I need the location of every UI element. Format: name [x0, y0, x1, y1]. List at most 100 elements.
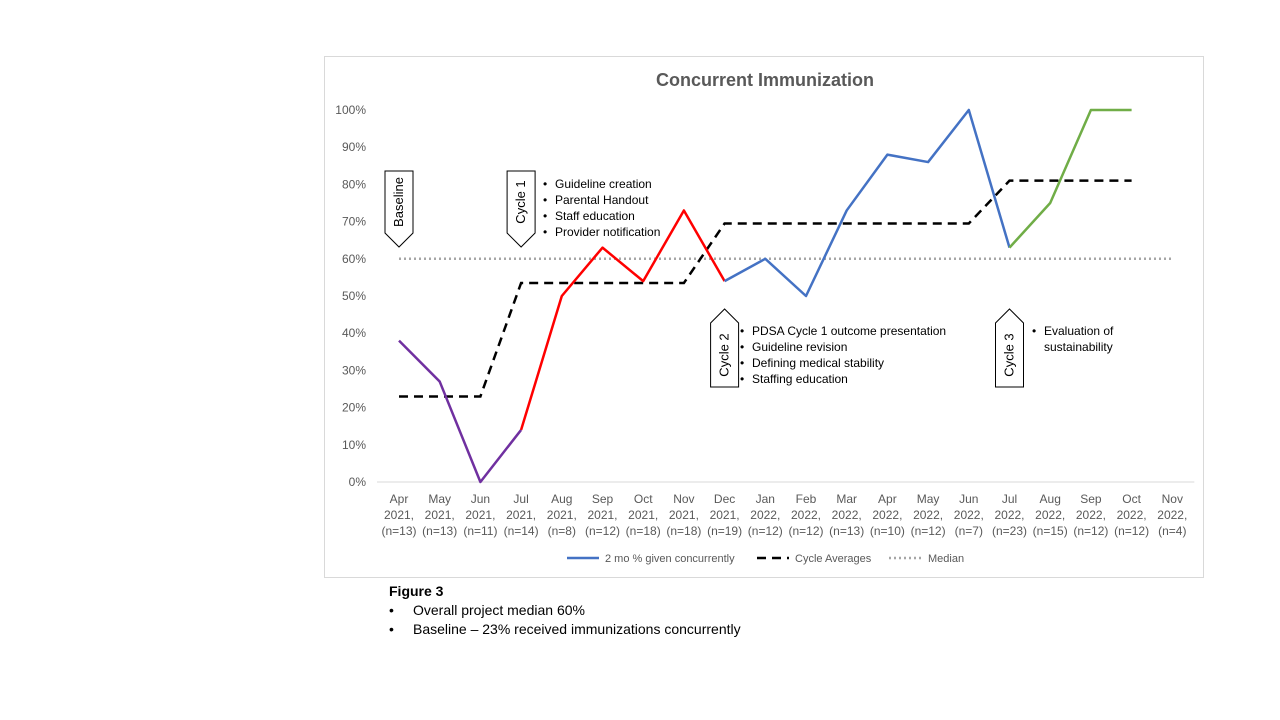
- x-tick-label: (n=18): [626, 524, 661, 538]
- x-tick-label: 2022,: [791, 508, 821, 522]
- x-tick-label: Apr: [878, 492, 897, 506]
- x-tick-label: (n=12): [788, 524, 823, 538]
- y-tick-label: 90%: [342, 140, 366, 154]
- y-tick-label: 30%: [342, 363, 366, 377]
- x-tick-label: Nov: [673, 492, 694, 506]
- note-text: Evaluation of: [1044, 324, 1114, 338]
- x-tick-label: Nov: [1162, 492, 1183, 506]
- x-tick-label: May: [428, 492, 451, 506]
- note-bullet: •: [740, 324, 744, 338]
- note-text: Parental Handout: [555, 193, 649, 207]
- y-tick-label: 100%: [335, 103, 366, 117]
- percent-given-line-segment: [398, 339, 523, 484]
- caption-line: • Baseline – 23% received immunizations …: [389, 621, 741, 637]
- x-tick-label: 2021,: [384, 508, 414, 522]
- cycle-averages-line: [399, 179, 1132, 398]
- x-tick-label: Jul: [513, 492, 528, 506]
- x-tick-label: (n=19): [707, 524, 742, 538]
- legend-item: Cycle Averages: [757, 553, 872, 565]
- legend-item: 2 mo % given concurrently: [567, 553, 735, 565]
- x-tick-label: (n=18): [666, 524, 701, 538]
- x-tick-label: Apr: [390, 492, 409, 506]
- note-bullet: •: [543, 209, 547, 223]
- x-tick-label: (n=12): [1114, 524, 1149, 538]
- x-tick-label: 2022,: [750, 508, 780, 522]
- cycle-2-notes: • PDSA Cycle 1 outcome presentation • Guide…: [740, 324, 946, 386]
- figure-caption: Figure 3 • Overall project median 60% • …: [389, 583, 741, 640]
- phase-marker-shape: [995, 308, 1024, 388]
- x-tick-label: (n=13): [829, 524, 864, 538]
- phase-marker-shape: [506, 170, 536, 248]
- x-tick-label: 2021,: [710, 508, 740, 522]
- x-tick-label: 2022,: [913, 508, 943, 522]
- x-tick-label: (n=13): [381, 524, 416, 538]
- cycle-1-notes: • Guideline creation • Parental Handout • Sta…: [543, 177, 660, 239]
- percent-given-line-segment: [519, 209, 726, 431]
- x-tick-label: Mar: [836, 492, 857, 506]
- y-tick-label: 0%: [349, 475, 367, 489]
- x-tick-label: 2022,: [994, 508, 1024, 522]
- x-tick-label: 2021,: [587, 508, 617, 522]
- y-tick-label: 70%: [342, 215, 366, 229]
- x-tick-label: (n=8): [548, 524, 576, 538]
- note-text: PDSA Cycle 1 outcome presentation: [752, 324, 946, 338]
- x-tick-label: (n=12): [585, 524, 620, 538]
- caption-title: Figure 3: [389, 583, 444, 599]
- percent-given-line-segment: [723, 108, 1011, 298]
- x-tick-label: Feb: [796, 492, 817, 506]
- caption-text: Overall project median 60%: [413, 602, 585, 618]
- note-bullet: •: [740, 372, 744, 386]
- y-tick-label: 80%: [342, 177, 366, 191]
- phase-marker-label: Baseline: [391, 177, 406, 227]
- x-tick-label: (n=12): [1073, 524, 1108, 538]
- x-tick-label: Jan: [756, 492, 775, 506]
- x-tick-label: 2021,: [547, 508, 577, 522]
- phase-marker: Baseline: [384, 170, 414, 248]
- note-text: Defining medical stability: [752, 356, 884, 370]
- phase-marker-label: Cycle 1: [513, 180, 528, 223]
- note-text: Staff education: [555, 209, 635, 223]
- legend-label: Cycle Averages: [795, 553, 872, 565]
- x-tick-label: (n=12): [748, 524, 783, 538]
- note-text: Guideline creation: [555, 177, 652, 191]
- note-bullet: •: [740, 356, 744, 370]
- note-text: Staffing education: [752, 372, 848, 386]
- note-text: sustainability: [1044, 340, 1113, 354]
- legend-label: Median: [928, 553, 964, 565]
- x-tick-label: (n=23): [992, 524, 1027, 538]
- legend-item: Median: [889, 553, 964, 565]
- x-tick-label: Jul: [1002, 492, 1017, 506]
- phase-marker-label: Cycle 2: [717, 333, 732, 376]
- percent-given-line-segment: [1008, 108, 1132, 249]
- line-chart: Concurrent Immunization 0% 10% 20% 30% 40% 50…: [335, 70, 1195, 565]
- x-tick-label: 2021,: [465, 508, 495, 522]
- x-tick-label: 2022,: [1157, 508, 1187, 522]
- phase-marker-shape: [384, 170, 414, 248]
- x-tick-label: 2022,: [954, 508, 984, 522]
- x-tick-label: Dec: [714, 492, 735, 506]
- note-bullet: •: [543, 177, 547, 191]
- x-tick-label: (n=7): [955, 524, 983, 538]
- caption-line: • Overall project median 60%: [389, 602, 741, 618]
- y-tick-label: 10%: [342, 438, 366, 452]
- note-text: Provider notification: [555, 225, 660, 239]
- x-tick-label: 2022,: [872, 508, 902, 522]
- x-tick-label: 2022,: [1117, 508, 1147, 522]
- y-tick-label: 50%: [342, 289, 366, 303]
- x-tick-label: 2021,: [628, 508, 658, 522]
- x-tick-label: (n=4): [1158, 524, 1186, 538]
- note-bullet: •: [1032, 324, 1036, 338]
- y-tick-label: 60%: [342, 252, 366, 266]
- x-tick-label: (n=13): [422, 524, 457, 538]
- phase-marker-shape: [710, 308, 740, 388]
- note-bullet: •: [543, 225, 547, 239]
- x-tick-label: Aug: [551, 492, 572, 506]
- phase-marker: Cycle 2: [710, 308, 740, 388]
- legend-label: 2 mo % given concurrently: [605, 553, 735, 565]
- x-tick-label: 2022,: [1035, 508, 1065, 522]
- x-tick-label: (n=14): [504, 524, 539, 538]
- x-tick-label: Jun: [959, 492, 978, 506]
- x-tick-label: Sep: [1080, 492, 1102, 506]
- x-tick-label: Jun: [471, 492, 490, 506]
- x-tick-label: May: [917, 492, 940, 506]
